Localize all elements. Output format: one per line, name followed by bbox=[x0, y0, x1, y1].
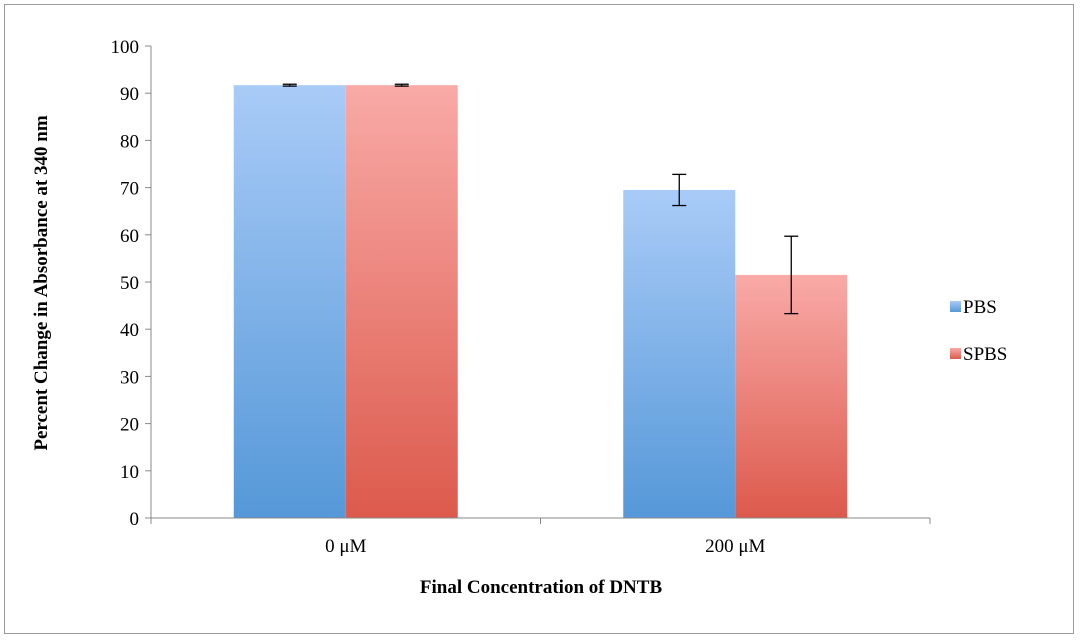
error-bar bbox=[784, 235, 799, 315]
y-tick-label: 40 bbox=[120, 320, 139, 341]
y-tick-label: 20 bbox=[120, 415, 139, 436]
legend-label-spbs: SPBS bbox=[963, 344, 1007, 365]
plot-area bbox=[233, 83, 848, 519]
y-tick-label: 80 bbox=[120, 131, 139, 152]
bar-pbs-1 bbox=[623, 189, 736, 518]
legend-label-pbs: PBS bbox=[963, 297, 997, 318]
y-tick-label: 10 bbox=[120, 462, 139, 483]
y-tick-label: 50 bbox=[120, 273, 139, 294]
y-tick-label: 60 bbox=[120, 226, 139, 247]
legend-swatch-pbs bbox=[950, 301, 961, 312]
y-tick-label: 30 bbox=[120, 367, 139, 388]
error-bar bbox=[282, 83, 297, 87]
legend: PBS SPBS bbox=[950, 297, 1007, 365]
x-tick-label: 200 μM bbox=[705, 536, 765, 557]
bar-spbs-0 bbox=[345, 85, 458, 519]
legend-swatch-spbs bbox=[950, 348, 961, 359]
y-tick-label: 70 bbox=[120, 179, 139, 200]
y-tick-label: 90 bbox=[120, 84, 139, 105]
bar-spbs-1 bbox=[735, 274, 848, 518]
bar-pbs-0 bbox=[233, 85, 346, 519]
y-tick-label: 0 bbox=[130, 509, 140, 530]
y-axis-title: Percent Change in Absorbance at 340 nm bbox=[31, 115, 52, 450]
x-tick-label: 0 μM bbox=[325, 536, 366, 557]
y-axis: 0 10 20 30 40 50 60 70 80 90 100 bbox=[111, 37, 152, 530]
x-axis-title: Final Concentration of DNTB bbox=[420, 577, 663, 598]
y-tick-label: 100 bbox=[111, 37, 140, 58]
x-axis: 0 μM 200 μM bbox=[150, 517, 931, 557]
chart-frame bbox=[4, 4, 1074, 634]
error-bar bbox=[672, 173, 687, 207]
error-bar bbox=[394, 83, 409, 87]
